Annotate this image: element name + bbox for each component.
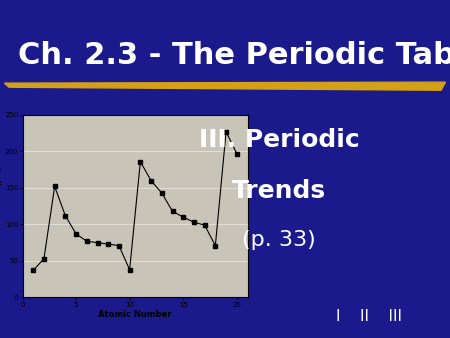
Text: (p. 33): (p. 33) <box>242 230 316 250</box>
Y-axis label: Atomic Radius (pm): Atomic Radius (pm) <box>0 167 2 245</box>
Text: Ch. 2.3 - The Periodic Table: Ch. 2.3 - The Periodic Table <box>18 41 450 70</box>
Text: Trends: Trends <box>232 179 326 203</box>
Polygon shape <box>4 82 446 90</box>
Text: III. Periodic: III. Periodic <box>198 128 360 152</box>
X-axis label: Atomic Number: Atomic Number <box>98 310 172 319</box>
Text: I    II    III: I II III <box>336 310 402 324</box>
